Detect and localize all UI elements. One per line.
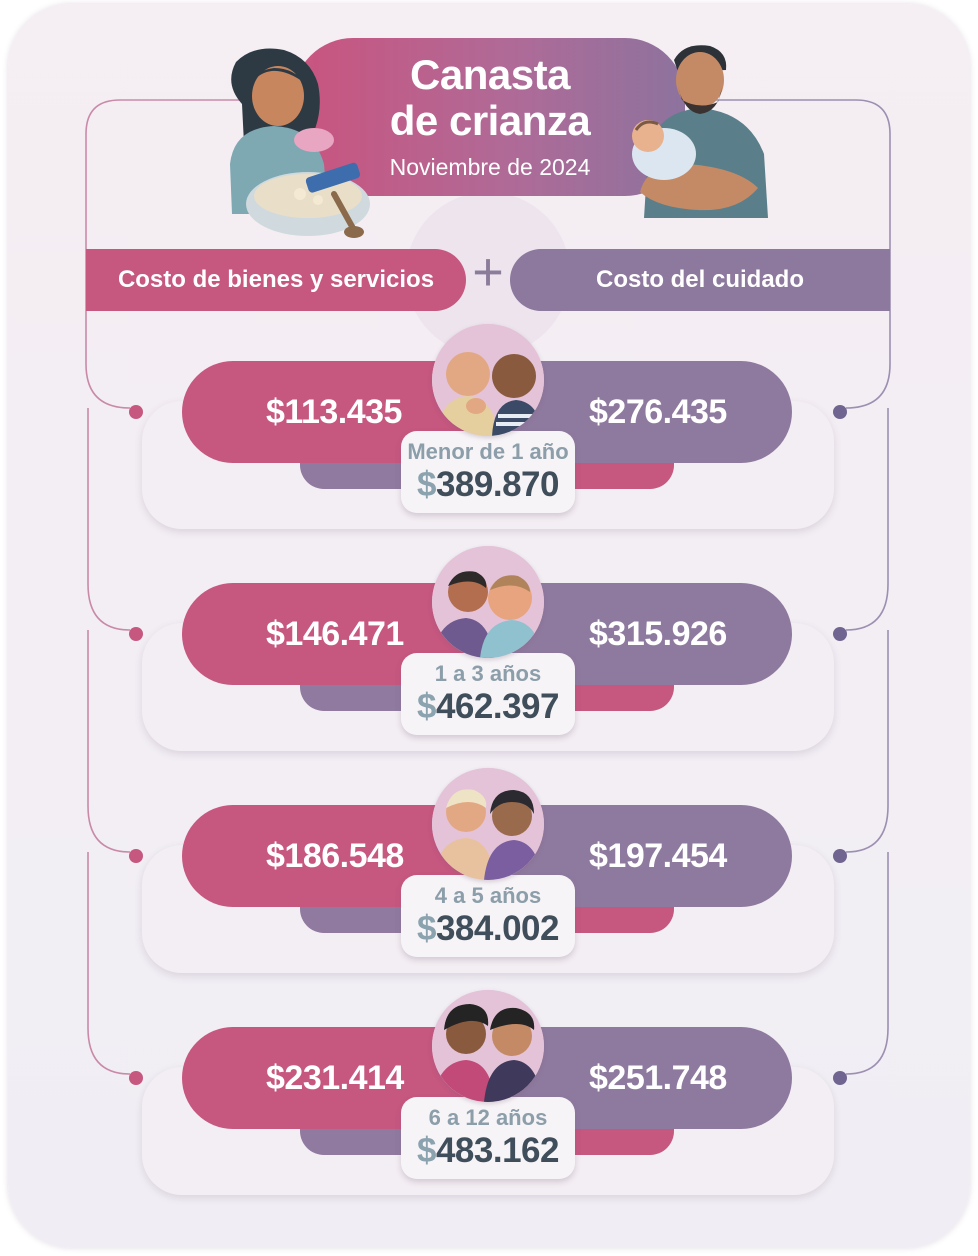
care-cost-value: $251.748 (589, 1059, 727, 1097)
school-kids-illustration (432, 990, 544, 1102)
goods-cost-value: $186.548 (266, 837, 404, 875)
total-box (401, 1097, 575, 1179)
care-cost-value: $315.926 (589, 615, 727, 653)
age-label: Menor de 1 año (407, 439, 569, 464)
currency-sign: $ (417, 1131, 436, 1170)
age-row-6-12: $231.414 $251.748 6 a 12 años $483.162 (0, 990, 978, 1207)
toddlers-avatar (432, 546, 544, 658)
babies-illustration (432, 324, 544, 436)
connector-dot-left (129, 1071, 143, 1085)
care-cost-value: $197.454 (589, 837, 727, 875)
total-amount: 462.397 (435, 687, 560, 726)
total-value: $384.002 (380, 909, 596, 949)
total-box (401, 653, 575, 735)
page-title: Canasta de crianza (389, 51, 591, 144)
care-cost-value: $276.435 (589, 393, 727, 431)
total-value: $389.870 (380, 465, 596, 505)
age-row-4-5: $186.548 $197.454 4 a 5 años $384.002 (0, 768, 978, 985)
total-value: $462.397 (380, 687, 596, 727)
connector-dot-left (129, 405, 143, 419)
preschoolers-avatar (432, 768, 544, 880)
currency-sign: $ (417, 909, 436, 948)
plus-icon: + (472, 242, 504, 302)
goods-services-cost-header: Costo de bienes y servicios (86, 249, 466, 311)
goods-cost-value: $231.414 (266, 1059, 404, 1097)
currency-sign: $ (417, 465, 436, 504)
connector-lines (85, 99, 891, 1075)
preschoolers-illustration (432, 768, 544, 880)
connector-dot-right (833, 627, 847, 641)
babies-avatar (432, 324, 544, 436)
toddlers-illustration (432, 546, 544, 658)
age-row-1-3: $146.471 $315.926 1 a 3 años $462.397 (0, 546, 978, 763)
age-label: 6 a 12 años (428, 1105, 548, 1130)
school-kids-avatar (432, 990, 544, 1102)
total-value: $483.162 (380, 1131, 596, 1171)
total-amount: 389.870 (435, 465, 560, 504)
connector-dot-left (129, 849, 143, 863)
connector-dot-right (833, 405, 847, 419)
age-row-under-1: $113.435 $276.435 Menor de 1 año $389.87… (0, 324, 978, 541)
connector-dot-left (129, 627, 143, 641)
total-box (401, 875, 575, 957)
father-baby-illustration (632, 45, 768, 218)
currency-sign: $ (417, 687, 436, 726)
page-subtitle: Noviembre de 2024 (389, 154, 591, 180)
age-label: 4 a 5 años (434, 883, 542, 908)
total-amount: 384.002 (435, 909, 560, 948)
total-box (401, 431, 575, 513)
connector-dot-right (833, 1071, 847, 1085)
age-label: 1 a 3 años (434, 661, 542, 686)
mother-cooking-illustration (230, 48, 370, 238)
connector-dot-right (833, 849, 847, 863)
goods-cost-value: $113.435 (266, 393, 402, 431)
goods-cost-value: $146.471 (266, 615, 404, 653)
care-cost-header: Costo del cuidado (510, 249, 890, 311)
total-amount: 483.162 (435, 1131, 560, 1170)
